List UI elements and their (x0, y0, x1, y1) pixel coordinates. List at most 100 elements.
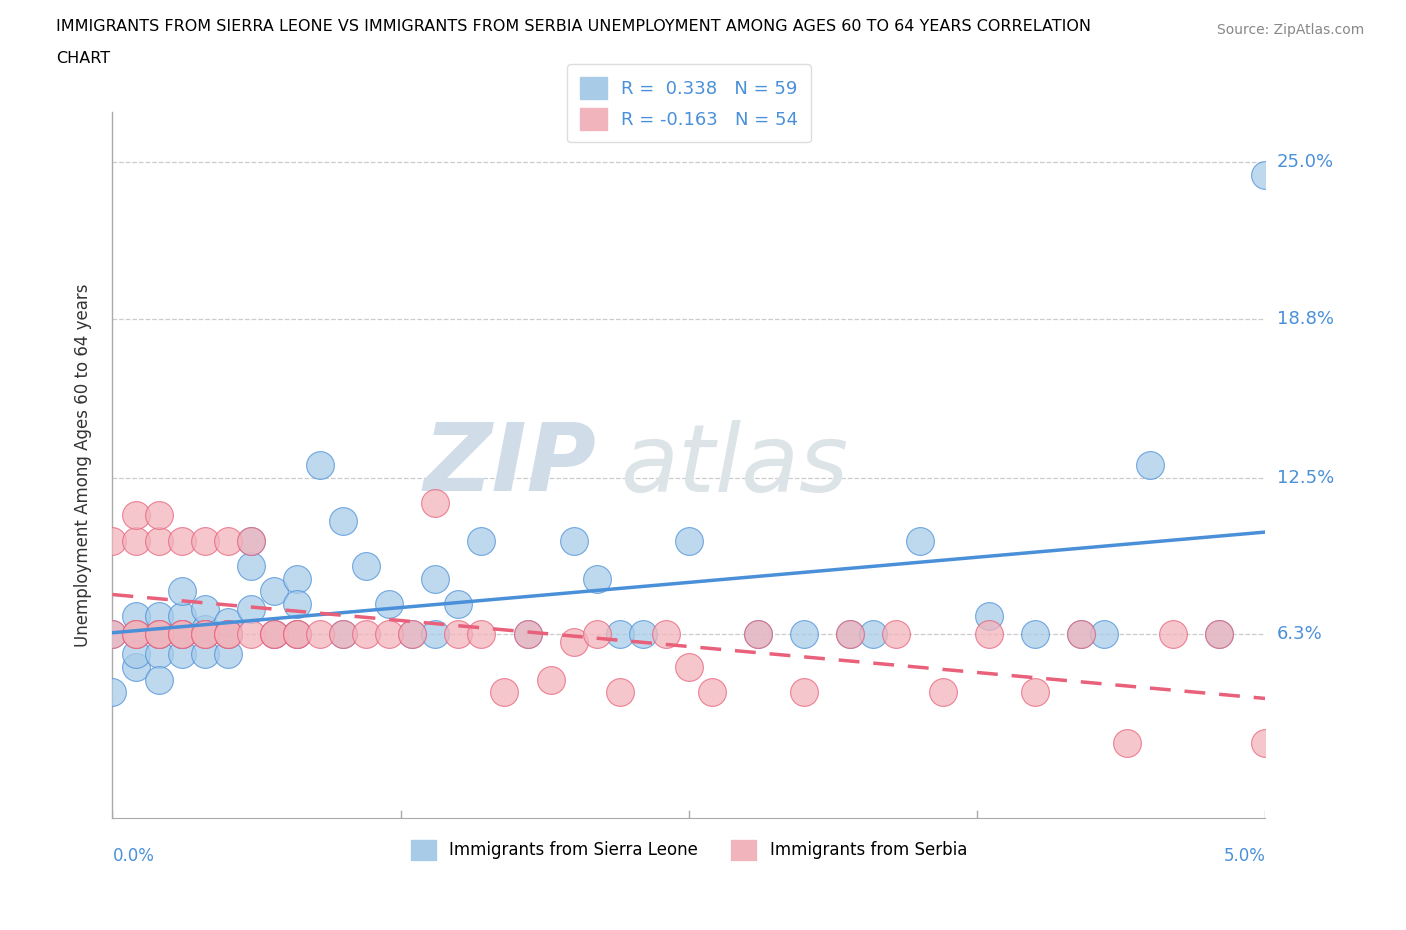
Point (194, 627, 217, 642)
Point (1139, 458, 1161, 472)
Text: 6.3%: 6.3% (1277, 625, 1322, 644)
Point (1024, 627, 1046, 642)
Point (217, 533, 239, 548)
Point (285, 596, 308, 611)
Point (170, 627, 193, 642)
Point (263, 627, 285, 642)
Point (170, 533, 193, 548)
Point (839, 627, 862, 642)
Point (516, 627, 538, 642)
Point (148, 627, 170, 642)
Point (124, 647, 146, 662)
Point (101, 533, 124, 548)
Point (148, 672, 170, 687)
Point (470, 533, 492, 548)
Text: ZIP: ZIP (423, 419, 596, 511)
Point (170, 627, 193, 642)
Point (378, 596, 401, 611)
Point (470, 627, 492, 642)
Text: IMMIGRANTS FROM SIERRA LEONE VS IMMIGRANTS FROM SERBIA UNEMPLOYMENT AMONG AGES 6: IMMIGRANTS FROM SIERRA LEONE VS IMMIGRAN… (56, 19, 1091, 33)
Point (309, 627, 332, 642)
Point (101, 684, 124, 699)
Point (285, 627, 308, 642)
Point (194, 602, 217, 617)
Point (655, 627, 678, 642)
Point (263, 627, 285, 642)
Point (148, 627, 170, 642)
Point (839, 627, 862, 642)
Point (217, 647, 239, 662)
Point (101, 627, 124, 642)
Point (631, 627, 654, 642)
Point (285, 571, 308, 586)
Point (124, 627, 146, 642)
Point (401, 627, 423, 642)
Text: Source: ZipAtlas.com: Source: ZipAtlas.com (1216, 23, 1364, 37)
Point (239, 533, 262, 548)
Point (170, 647, 193, 662)
Point (747, 627, 769, 642)
Point (378, 627, 401, 642)
Point (124, 627, 146, 642)
Point (148, 627, 170, 642)
Point (217, 627, 239, 642)
Point (148, 508, 170, 523)
Point (148, 627, 170, 642)
Point (516, 627, 538, 642)
Point (285, 627, 308, 642)
Point (332, 513, 354, 528)
Point (931, 684, 953, 699)
Point (148, 533, 170, 548)
Point (562, 533, 585, 548)
Point (239, 533, 262, 548)
Point (1116, 736, 1139, 751)
Point (124, 508, 146, 523)
Point (1092, 627, 1115, 642)
Point (1208, 627, 1230, 642)
Point (562, 634, 585, 649)
Text: CHART: CHART (56, 51, 110, 66)
Point (217, 614, 239, 629)
Text: 0.0%: 0.0% (112, 846, 155, 865)
Point (886, 627, 908, 642)
Point (194, 627, 217, 642)
Point (263, 627, 285, 642)
Point (1161, 627, 1184, 642)
Point (425, 496, 447, 511)
Point (425, 627, 447, 642)
Point (217, 627, 239, 642)
Point (585, 627, 607, 642)
Point (977, 609, 1000, 624)
Point (585, 571, 607, 586)
Point (124, 627, 146, 642)
Point (101, 627, 124, 642)
Point (170, 627, 193, 642)
Point (977, 627, 1000, 642)
Point (194, 533, 217, 548)
Point (793, 627, 815, 642)
Point (908, 533, 931, 548)
Point (217, 627, 239, 642)
Point (747, 627, 769, 642)
Point (401, 627, 423, 642)
Text: 12.5%: 12.5% (1277, 469, 1334, 486)
Point (678, 659, 700, 674)
Point (700, 684, 723, 699)
Point (609, 627, 631, 642)
Point (793, 684, 815, 699)
Point (239, 559, 262, 574)
Point (1024, 684, 1046, 699)
Point (239, 602, 262, 617)
Point (332, 627, 354, 642)
Y-axis label: Unemployment Among Ages 60 to 64 years: Unemployment Among Ages 60 to 64 years (73, 284, 91, 646)
Point (332, 627, 354, 642)
Point (124, 609, 146, 624)
Point (862, 627, 884, 642)
Text: 25.0%: 25.0% (1277, 153, 1334, 171)
Point (263, 584, 285, 599)
Point (609, 684, 631, 699)
Point (1070, 627, 1092, 642)
Point (1254, 736, 1277, 751)
Point (194, 647, 217, 662)
Point (447, 596, 470, 611)
